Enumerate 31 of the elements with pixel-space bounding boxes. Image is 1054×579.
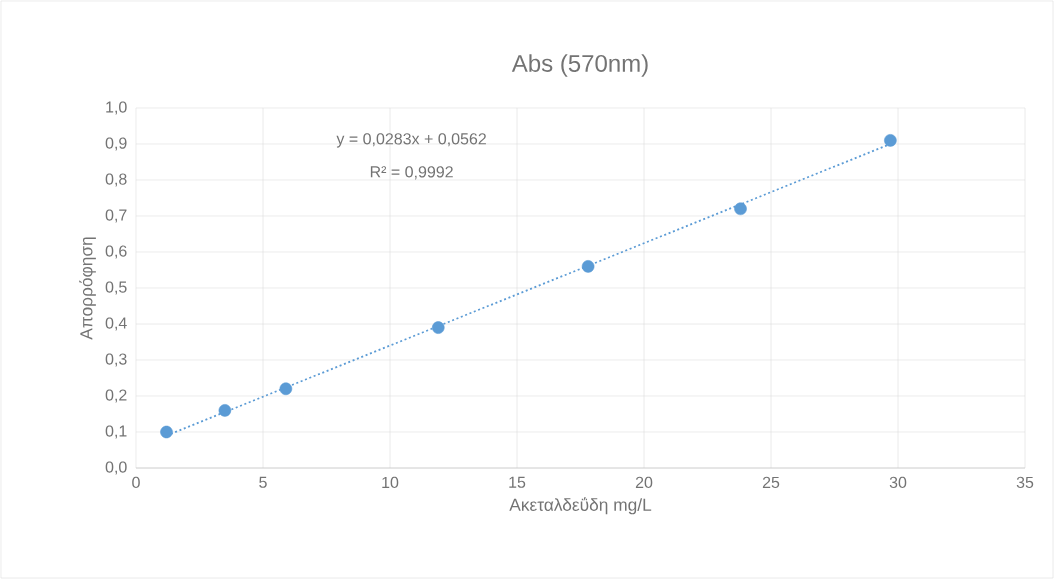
y-axis-title: Απορρόφηση xyxy=(79,237,96,340)
point xyxy=(279,382,293,396)
x-axis-title: Ακεταλδεΰδη mg/L xyxy=(509,497,652,515)
y-tick-label: 0,2 xyxy=(105,389,127,403)
point xyxy=(431,321,445,334)
x-tick-label: 5 xyxy=(259,476,267,488)
y-tick-label: 0,5 xyxy=(105,281,127,295)
y-tick-label: 0,4 xyxy=(105,317,127,331)
y-tick-label: 0,7 xyxy=(105,209,127,223)
x-tick-label: 30 xyxy=(889,476,907,489)
x-tick-label: 15 xyxy=(509,476,526,488)
point xyxy=(581,260,595,273)
x-tick-label: 10 xyxy=(382,476,399,489)
chart-title: Abs (570nm) xyxy=(511,54,648,77)
y-tick-label: 0,1 xyxy=(105,425,127,439)
annotation: y = 0,0283x + 0,0562 xyxy=(336,133,486,148)
y-tick-label: 0,8 xyxy=(105,173,127,187)
point xyxy=(218,404,232,417)
x-tick-label: 25 xyxy=(762,476,780,489)
y-tick-label: 0,3 xyxy=(105,353,127,367)
x-tick-label: 20 xyxy=(635,476,653,489)
point xyxy=(734,202,747,216)
y-tick-label: 0,6 xyxy=(105,245,127,259)
x-tick-label: 35 xyxy=(1016,476,1034,489)
annotation: R² = 0,9992 xyxy=(370,166,453,180)
y-tick-label: 0,9 xyxy=(105,137,127,151)
point xyxy=(884,134,897,147)
x-tick-label: 0 xyxy=(132,476,140,489)
y-tick-label: 1,0 xyxy=(106,101,127,115)
y-tick-label: 0,0 xyxy=(105,461,127,475)
point xyxy=(160,425,173,439)
